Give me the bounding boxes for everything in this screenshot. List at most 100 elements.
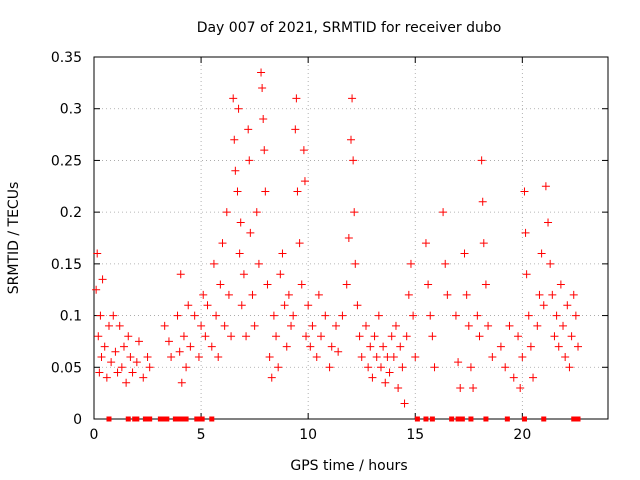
- data-point: [239, 270, 248, 279]
- zero-point: [209, 416, 215, 422]
- data-point: [235, 249, 244, 258]
- data-point: [269, 311, 278, 320]
- data-point: [488, 352, 497, 361]
- data-point: [347, 135, 355, 144]
- data-point: [92, 285, 101, 294]
- zero-point: [164, 416, 170, 422]
- data-point: [145, 363, 154, 372]
- data-point: [524, 311, 533, 320]
- data-point: [293, 187, 302, 196]
- data-point: [98, 275, 107, 284]
- data-point: [484, 321, 493, 330]
- zero-point: [575, 416, 581, 422]
- data-point: [295, 239, 304, 248]
- x-tick-label: 0: [90, 427, 99, 443]
- zero-point: [134, 416, 140, 422]
- data-point: [207, 342, 216, 351]
- zero-point: [414, 416, 420, 422]
- data-point: [539, 301, 548, 310]
- data-point: [265, 352, 274, 361]
- data-point: [212, 311, 221, 320]
- zero-point: [455, 416, 461, 422]
- data-point: [478, 197, 487, 206]
- data-point: [95, 368, 104, 377]
- data-point: [379, 342, 388, 351]
- data-point: [220, 321, 229, 330]
- data-point: [567, 332, 576, 341]
- data-point: [361, 321, 370, 330]
- data-point: [477, 156, 486, 165]
- x-tick-label: 10: [299, 427, 317, 443]
- data-point: [250, 321, 259, 330]
- data-point: [550, 332, 559, 341]
- data-point: [182, 363, 191, 372]
- data-point: [353, 301, 362, 310]
- data-point: [357, 352, 366, 361]
- data-point: [229, 94, 238, 103]
- data-point: [257, 68, 266, 77]
- data-point: [214, 352, 223, 361]
- data-point: [372, 352, 381, 361]
- data-point: [245, 156, 254, 165]
- data-point: [258, 84, 267, 93]
- data-point: [160, 321, 169, 330]
- data-point: [164, 337, 173, 346]
- data-point: [199, 290, 208, 299]
- data-point: [522, 270, 531, 279]
- data-point: [571, 311, 580, 320]
- data-point: [441, 259, 450, 268]
- zero-point: [157, 416, 163, 422]
- data-point: [230, 135, 239, 144]
- data-point: [544, 218, 553, 227]
- data-point: [451, 311, 460, 320]
- data-point: [473, 311, 482, 320]
- zero-point: [459, 416, 465, 422]
- data-point: [102, 373, 111, 382]
- data-point: [475, 332, 484, 341]
- data-point: [139, 373, 148, 382]
- zero-point: [172, 416, 178, 422]
- data-point: [260, 146, 269, 155]
- data-point: [224, 290, 233, 299]
- data-point: [176, 270, 185, 279]
- data-point: [308, 321, 317, 330]
- data-point: [509, 373, 518, 382]
- data-point: [287, 321, 296, 330]
- data-point: [237, 301, 246, 310]
- data-point: [526, 342, 535, 351]
- data-point: [179, 332, 188, 341]
- data-point: [554, 342, 563, 351]
- data-point: [94, 332, 103, 341]
- zero-point: [194, 416, 200, 422]
- data-point: [100, 342, 109, 351]
- data-point: [516, 383, 525, 392]
- data-point: [194, 352, 203, 361]
- data-point: [394, 383, 403, 392]
- data-point: [299, 146, 308, 155]
- data-point: [119, 342, 128, 351]
- data-point: [314, 290, 323, 299]
- data-point: [464, 321, 473, 330]
- y-tick-label: 0.25: [51, 153, 82, 169]
- data-point: [454, 358, 463, 367]
- data-point: [404, 290, 413, 299]
- data-point: [355, 332, 364, 341]
- zero-point: [468, 416, 474, 422]
- data-point: [574, 342, 583, 351]
- data-point: [272, 332, 281, 341]
- data-point: [370, 332, 379, 341]
- data-point: [561, 352, 570, 361]
- y-tick-label: 0.1: [60, 309, 82, 325]
- data-point: [263, 280, 272, 289]
- data-point: [338, 311, 347, 320]
- data-point: [559, 321, 568, 330]
- data-point: [233, 187, 242, 196]
- data-point: [107, 358, 116, 367]
- data-point: [190, 311, 199, 320]
- data-point: [306, 342, 315, 351]
- data-point: [396, 342, 405, 351]
- data-point: [376, 363, 385, 372]
- y-tick-label: 0.2: [60, 205, 82, 221]
- data-point: [366, 342, 375, 351]
